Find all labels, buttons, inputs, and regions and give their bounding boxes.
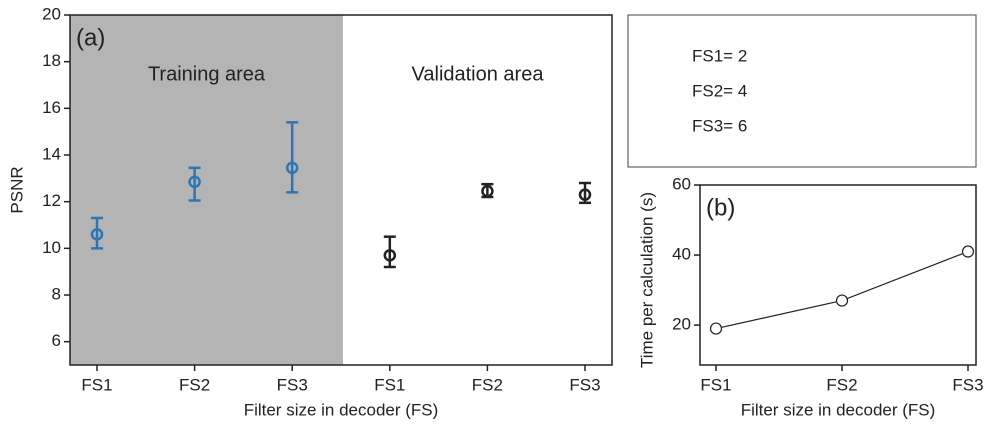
x-tick-label: FS2	[179, 375, 210, 394]
y-tick-label: 14	[42, 144, 61, 163]
info-text: FS3= 6	[692, 116, 747, 135]
area-shade	[70, 15, 343, 365]
y-tick-label: 6	[52, 331, 61, 350]
point	[578, 188, 592, 201]
x-tick-label: FS1	[374, 375, 405, 394]
point	[285, 161, 299, 175]
x-tick-label: FS1	[700, 375, 731, 394]
x-tick-label: FS3	[277, 375, 308, 394]
info-box	[627, 14, 977, 168]
x-tick-label: FS2	[826, 375, 857, 394]
y-tick-label: 40	[672, 245, 691, 264]
point	[835, 294, 849, 307]
x-tick-label: FS1	[81, 375, 112, 394]
y-tick-label: 18	[42, 51, 61, 70]
point	[90, 228, 104, 241]
y-axis-label: PSNR	[7, 166, 26, 213]
area-shade	[343, 15, 612, 365]
y-tick-label: 16	[42, 98, 61, 117]
x-axis-label: Filter size in decoder (FS)	[741, 400, 936, 419]
y-tick-label: 10	[42, 238, 61, 257]
info-text: FS1= 2	[692, 46, 747, 65]
annotation: (a)	[76, 24, 105, 51]
y-axis-label: Time per calculation (s)	[637, 192, 656, 368]
x-tick-label: FS2	[472, 375, 503, 394]
plot-frame	[699, 184, 977, 366]
x-axis-label: Filter size in decoder (FS)	[244, 400, 439, 419]
point	[961, 245, 975, 258]
line	[715, 250, 969, 330]
y-tick-label: 20	[42, 4, 61, 23]
y-tick-label: 8	[52, 284, 61, 303]
y-tick-label: 12	[42, 191, 61, 210]
plot-frame	[69, 14, 613, 366]
x-tick-label: FS3	[569, 375, 600, 394]
point	[481, 184, 494, 198]
y-tick-label: 20	[672, 315, 691, 334]
point	[188, 175, 201, 189]
x-tick-label: FS3	[952, 375, 983, 394]
point	[709, 322, 723, 335]
area-label: Validation area	[412, 63, 545, 85]
info-text: FS2= 4	[692, 81, 747, 100]
y-tick-label: 60	[672, 174, 691, 193]
area-label: Training area	[148, 63, 266, 85]
annotation: (b)	[706, 194, 735, 221]
point	[383, 249, 397, 262]
